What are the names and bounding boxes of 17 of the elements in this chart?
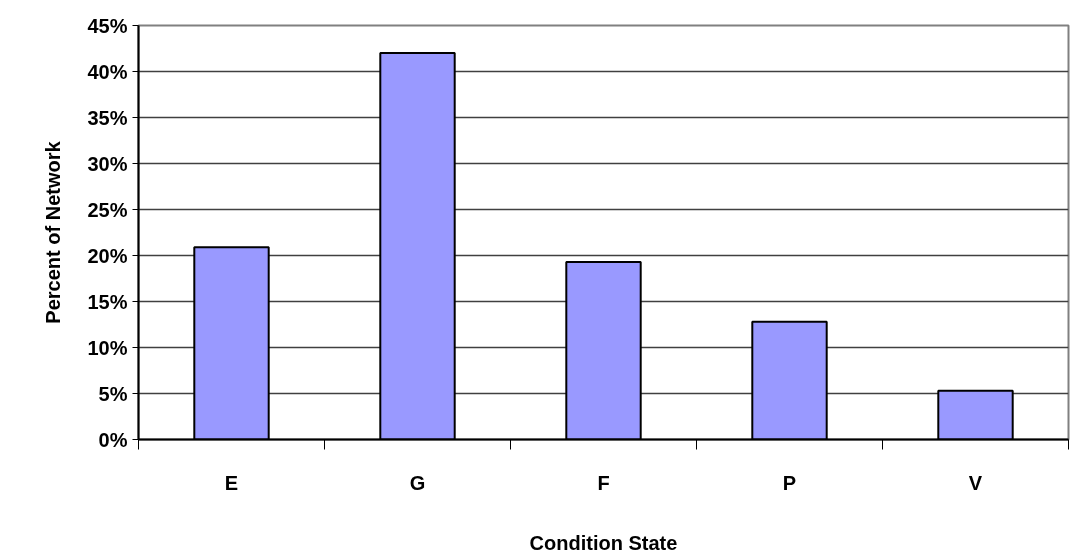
y-tick-label: 30%: [87, 152, 128, 175]
y-tick-label: 10%: [87, 336, 128, 359]
x-tick-label: E: [224, 471, 239, 494]
x-tick-label: V: [968, 471, 983, 494]
x-tick-label: P: [782, 471, 797, 494]
x-axis-title: Condition State: [529, 531, 678, 554]
y-tick-label: 35%: [87, 106, 128, 129]
x-tick-label: F: [597, 471, 610, 494]
x-tick-label: G: [409, 471, 426, 494]
y-tick-label: 5%: [98, 382, 128, 405]
y-tick-label: 25%: [87, 198, 128, 221]
y-axis-title: Percent of Network: [42, 140, 65, 324]
y-tick-label: 40%: [87, 60, 128, 83]
y-tick-label: 15%: [87, 290, 128, 313]
y-tick-label: 20%: [87, 244, 128, 267]
y-tick-label: 0%: [98, 428, 128, 451]
y-tick-label: 45%: [87, 14, 128, 37]
